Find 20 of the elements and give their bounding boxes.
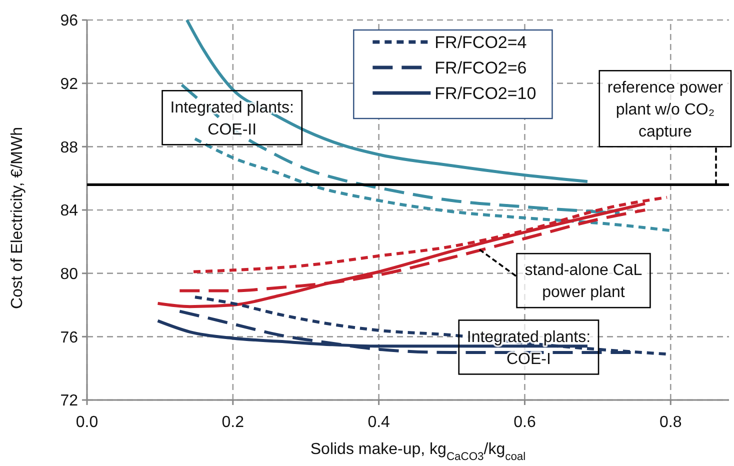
x-tick-label: 0.8 <box>660 414 682 431</box>
y-axis-title: Cost of Electricity, €/MWh <box>9 127 26 309</box>
ref-line-label: reference power plant w/o CO₂ capture <box>607 79 724 140</box>
x-tick-label: 0.0 <box>76 414 98 431</box>
annotation: stand-alone CaL power plant <box>524 262 642 302</box>
x-tick-label: 0.2 <box>222 414 244 431</box>
x-tick-label: 0.6 <box>514 414 536 431</box>
y-tick-label: 84 <box>60 202 78 220</box>
y-tick-label: 72 <box>60 392 78 410</box>
y-tick-label: 88 <box>60 139 78 156</box>
y-tick-label: 96 <box>60 12 78 30</box>
y-tick-label: 76 <box>60 329 78 346</box>
x-axis-title: Solids make-up, kg$_{CaCO3}$/kg$_{coal}$ <box>310 441 526 463</box>
legend-label: FR/FCO2=10 <box>434 84 536 103</box>
legend-label: FR/FCO2=4 <box>434 32 527 52</box>
y-tick-label: 80 <box>60 266 78 283</box>
x-tick-label: 0.4 <box>368 414 390 431</box>
y-tick-label: 92 <box>60 76 78 93</box>
annotation: Integrated plants: COE-I <box>466 328 591 368</box>
legend-label: FR/FCO2=6 <box>434 58 527 78</box>
